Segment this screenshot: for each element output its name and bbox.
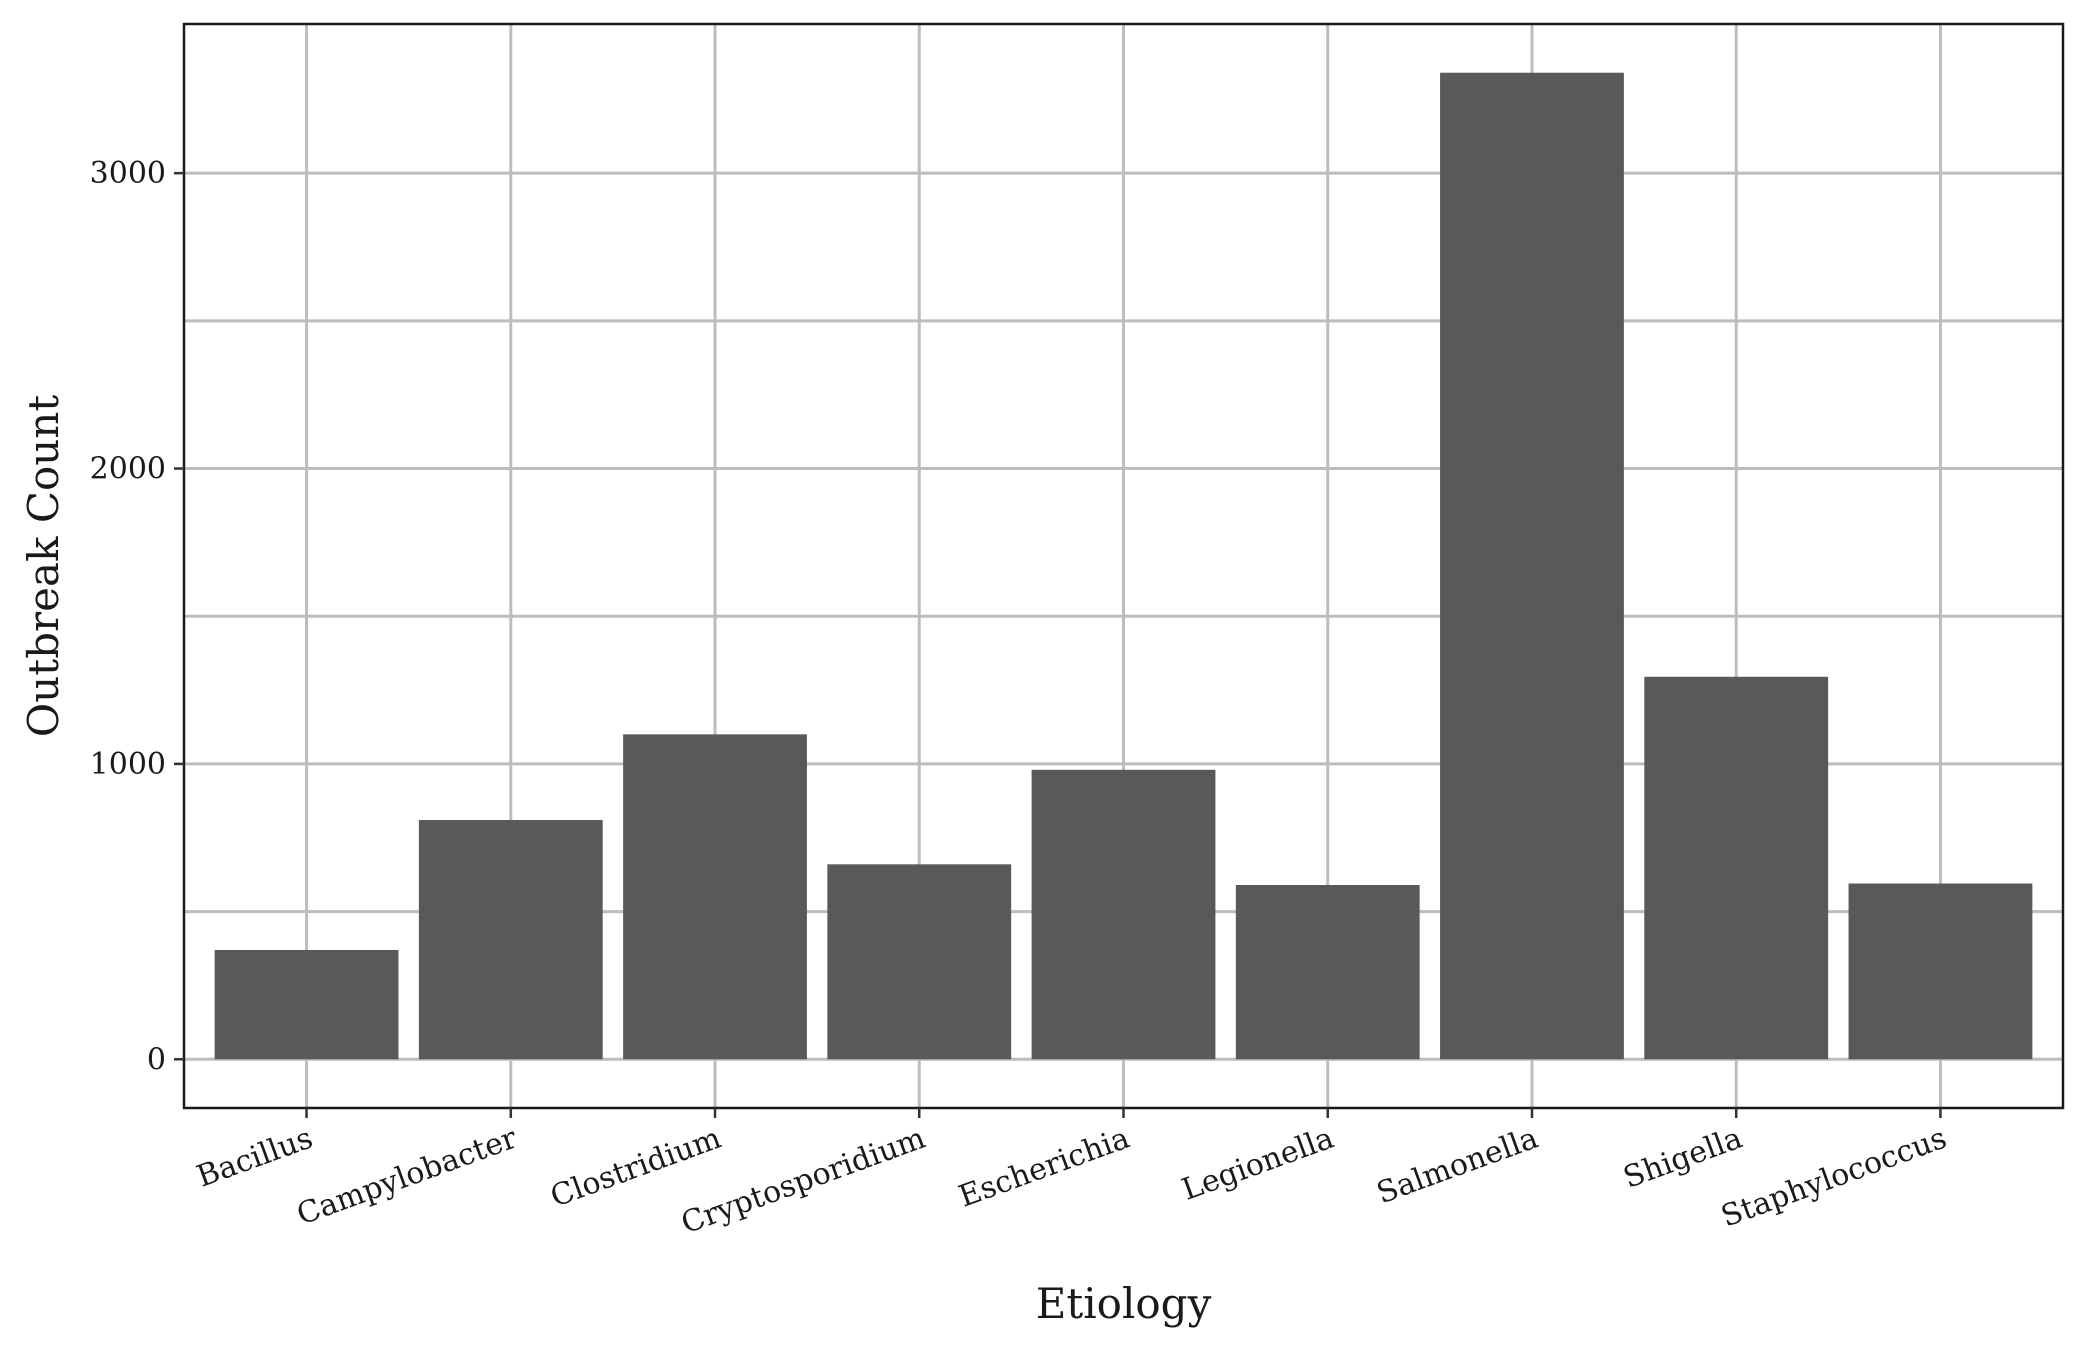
x-tick-label: Escherichia [954,1121,1134,1215]
y-tick-label: 0 [147,1042,166,1077]
axis-ticks [174,171,1942,1118]
x-tick-label: Bacillus [192,1121,317,1195]
x-tick-label: Legionella [1177,1121,1338,1208]
bar-clostridium [623,734,807,1060]
bar-campylobacter [418,820,603,1060]
y-tick-labels: 0 1000 2000 3000 [90,156,166,1077]
bar-shigella [1644,676,1829,1060]
y-tick-label: 2000 [90,452,166,487]
y-tick-label: 1000 [90,747,166,782]
x-tick-label: Staphylococcus [1717,1121,1952,1235]
bars [214,72,2033,1060]
bar-cryptosporidium [827,864,1012,1060]
x-tick-label: Salmonella [1372,1121,1543,1212]
x-tick-label: Campylobacter [292,1120,522,1232]
bar-escherichia [1031,769,1216,1060]
x-tick-label: Shigella [1619,1121,1747,1196]
bar-salmonella [1440,72,1624,1060]
y-axis-title: Outbreak Count [19,395,68,738]
bar-legionella [1235,884,1420,1060]
y-tick-label: 3000 [90,156,166,191]
bar-staphylococcus [1848,883,2033,1060]
x-axis-title: Etiology [1036,1279,1212,1328]
bar-bacillus [214,949,399,1060]
